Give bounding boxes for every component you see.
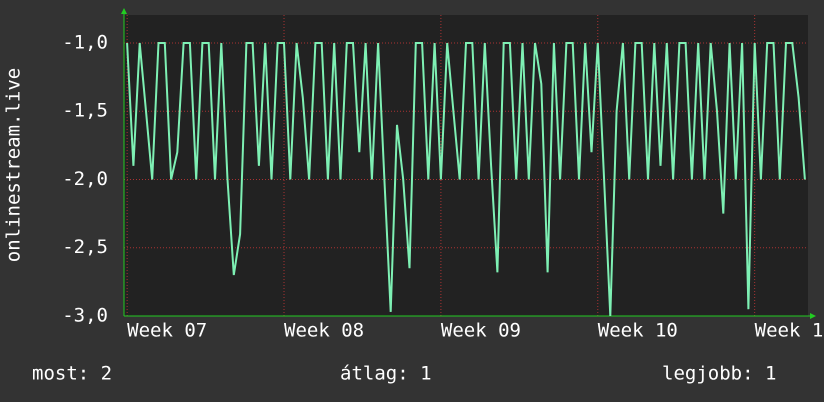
y-tick-label: -1,5 (62, 100, 108, 122)
x-tick-label: Week 07 (127, 320, 207, 342)
x-axis-arrow (810, 313, 816, 319)
y-tick-label: -2,0 (62, 168, 108, 190)
stat-best: legjobb: 1 (662, 363, 776, 385)
y-axis-arrow (121, 8, 127, 14)
x-tick-label: Week 11 (755, 320, 824, 342)
x-tick-label: Week 08 (284, 320, 364, 342)
plot-area (124, 15, 808, 316)
stat-average: átlag: 1 (340, 363, 432, 385)
y-tick-label: -2,5 (62, 236, 108, 258)
data-line (126, 42, 806, 317)
x-tick-label: Week 09 (441, 320, 521, 342)
stat-current: most: 2 (32, 363, 112, 385)
y-axis-label: onlinestream.live (3, 68, 25, 262)
y-tick-label: -1,0 (62, 31, 108, 53)
x-tick-label: Week 10 (598, 320, 678, 342)
y-tick-label: -3,0 (62, 305, 108, 327)
